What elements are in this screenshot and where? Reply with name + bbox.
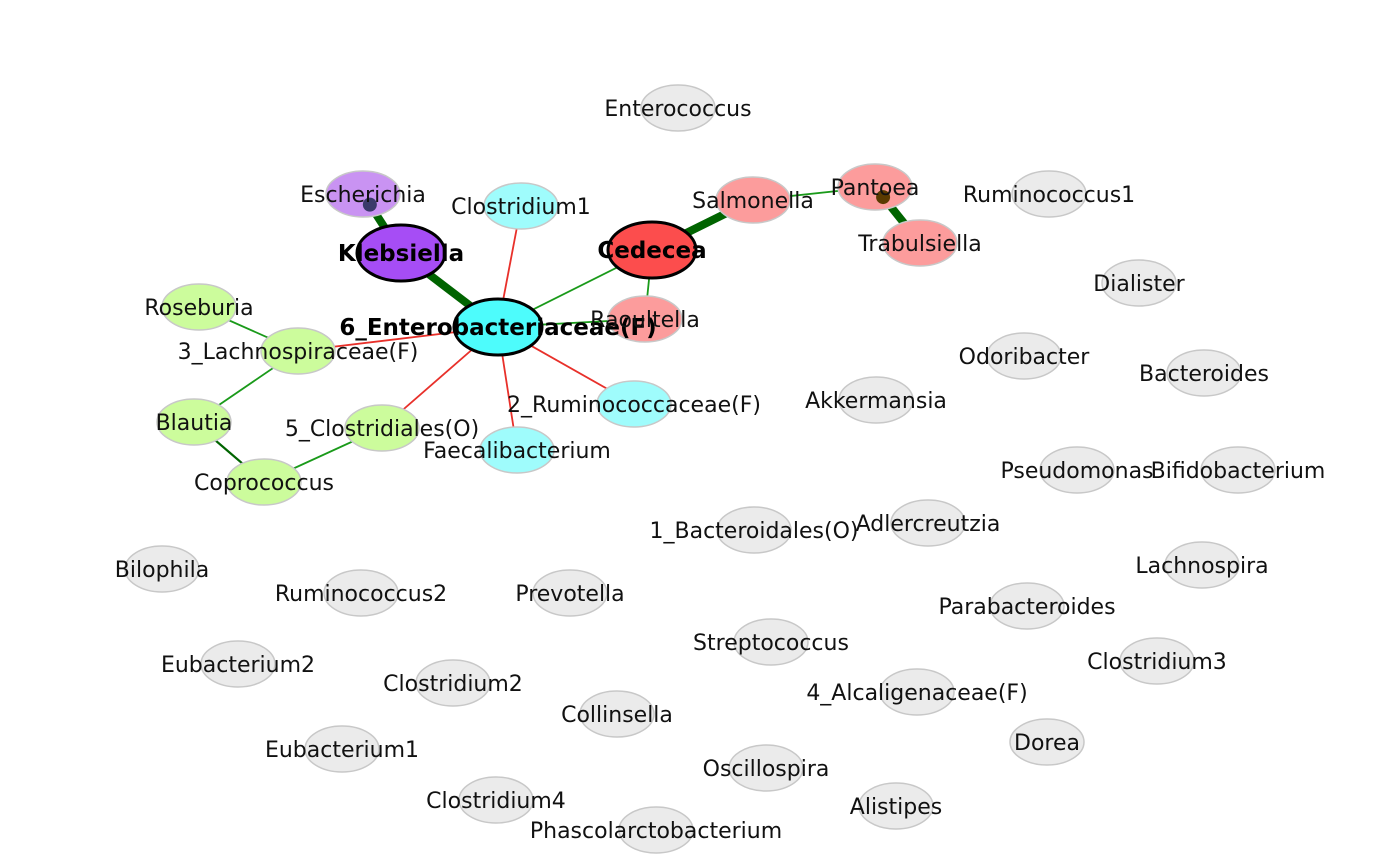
label-prevotella: Prevotella <box>515 582 624 607</box>
node-bacteroidales[interactable] <box>716 506 792 554</box>
label-phascolarctobacterium: Phascolarctobacterium <box>530 819 782 844</box>
label-parabacteroides: Parabacteroides <box>938 595 1115 620</box>
label-bilophila: Bilophila <box>115 558 209 583</box>
node-dorea[interactable] <box>1009 718 1085 766</box>
label-streptococcus: Streptococcus <box>693 631 849 656</box>
label-alistipes: Alistipes <box>850 795 942 820</box>
label-trabulsiella: Trabulsiella <box>857 232 982 257</box>
node-enterococcus[interactable] <box>640 84 716 132</box>
label-akkermansia: Akkermansia <box>805 389 947 414</box>
node-lachnospiraceae[interactable] <box>260 327 336 375</box>
node-lachnospira[interactable] <box>1164 541 1240 589</box>
label-adlercreutzia: Adlercreutzia <box>856 512 1001 537</box>
label-raoultella: Raoultella <box>590 308 700 333</box>
node-alistipes[interactable] <box>858 782 934 830</box>
node-bacteroides[interactable] <box>1166 349 1242 397</box>
node-clostridium4[interactable] <box>458 776 534 824</box>
label-oscillospira: Oscillospira <box>703 757 830 782</box>
label-dialister: Dialister <box>1093 272 1185 297</box>
label-clostridium2: Clostridium2 <box>383 672 523 697</box>
node-klebsiella[interactable] <box>355 223 447 283</box>
label-eubacterium2: Eubacterium2 <box>161 653 315 678</box>
node-escherichia[interactable] <box>325 170 401 218</box>
node-bifidobacterium[interactable] <box>1200 446 1276 494</box>
label-alcaligenaceae: 4_Alcaligenaceae(F) <box>806 681 1027 706</box>
node-odoribacter[interactable] <box>986 332 1062 380</box>
label-salmonella: Salmonella <box>692 189 814 214</box>
node-roseburia[interactable] <box>161 283 237 331</box>
node-pantoea[interactable] <box>837 163 913 211</box>
node-salmonella[interactable] <box>715 176 791 224</box>
label-bifidobacterium: Bifidobacterium <box>1151 459 1326 484</box>
node-eubacterium2[interactable] <box>200 640 276 688</box>
node-dialister[interactable] <box>1101 259 1177 307</box>
node-clostridium3[interactable] <box>1119 637 1195 685</box>
node-alcaligenaceae[interactable] <box>879 668 955 716</box>
edge-end-marker-escherichia <box>362 197 377 212</box>
node-pseudomonas[interactable] <box>1039 446 1115 494</box>
node-ruminococcus2[interactable] <box>323 569 399 617</box>
node-faecalibacterium[interactable] <box>479 426 555 474</box>
node-parabacteroides[interactable] <box>989 582 1065 630</box>
node-eubacterium1[interactable] <box>304 725 380 773</box>
label-enterobacteriaceae: 6_Enterobacteriaceae(F) <box>339 315 656 341</box>
label-clostridiales: 5_Clostridiales(O) <box>285 417 479 442</box>
label-bacteroidales: 1_Bacteroidales(O) <box>650 519 859 544</box>
node-clostridiales[interactable] <box>344 404 420 452</box>
label-ruminococcus2: Ruminococcus2 <box>275 582 447 607</box>
node-prevotella[interactable] <box>532 569 608 617</box>
node-akkermansia[interactable] <box>838 376 914 424</box>
label-enterococcus: Enterococcus <box>604 97 751 122</box>
node-ruminococcus1[interactable] <box>1011 170 1087 218</box>
label-clostridium4: Clostridium4 <box>426 789 566 814</box>
label-dorea: Dorea <box>1014 731 1080 756</box>
node-oscillospira[interactable] <box>728 744 804 792</box>
node-enterobacteriaceae[interactable] <box>452 297 544 357</box>
label-coprococcus: Coprococcus <box>194 471 334 496</box>
label-layer: Enterococcus Escherichia Klebsiella Clostri… <box>115 97 1326 844</box>
label-bacteroides: Bacteroides <box>1139 362 1269 387</box>
label-blautia: Blautia <box>156 411 233 436</box>
node-layer <box>124 84 1276 854</box>
node-cedecea[interactable] <box>606 220 698 280</box>
label-faecalibacterium: Faecalibacterium <box>423 439 611 464</box>
node-raoultella[interactable] <box>607 295 683 343</box>
node-ruminococcaceae[interactable] <box>596 380 672 428</box>
label-odoribacter: Odoribacter <box>959 345 1091 370</box>
label-lachnospiraceae: 3_Lachnospiraceae(F) <box>178 340 419 365</box>
label-ruminococcaceae: 2_Ruminococcaceae(F) <box>507 393 761 418</box>
node-blautia[interactable] <box>156 398 232 446</box>
node-streptococcus[interactable] <box>733 618 809 666</box>
label-pantoea: Pantoea <box>831 176 920 201</box>
edge-end-marker-pantoea <box>876 190 891 205</box>
node-phascolarctobacterium[interactable] <box>618 806 694 854</box>
label-eubacterium1: Eubacterium1 <box>265 738 419 763</box>
node-clostridium1[interactable] <box>483 182 559 230</box>
label-roseburia: Roseburia <box>144 296 253 321</box>
label-klebsiella: Klebsiella <box>338 241 464 267</box>
node-trabulsiella[interactable] <box>882 219 958 267</box>
node-bilophila[interactable] <box>124 545 200 593</box>
label-clostridium3: Clostridium3 <box>1087 650 1227 675</box>
label-pseudomonas: Pseudomonas <box>1000 459 1153 484</box>
node-collinsella[interactable] <box>579 690 655 738</box>
node-coprococcus[interactable] <box>226 458 302 506</box>
label-clostridium1: Clostridium1 <box>451 195 591 220</box>
label-cedecea: Cedecea <box>597 238 706 264</box>
label-ruminococcus1: Ruminococcus1 <box>963 183 1135 208</box>
node-adlercreutzia[interactable] <box>890 499 966 547</box>
label-lachnospira: Lachnospira <box>1135 554 1268 579</box>
label-escherichia: Escherichia <box>300 183 426 208</box>
node-clostridium2[interactable] <box>415 659 491 707</box>
label-collinsella: Collinsella <box>561 703 673 728</box>
